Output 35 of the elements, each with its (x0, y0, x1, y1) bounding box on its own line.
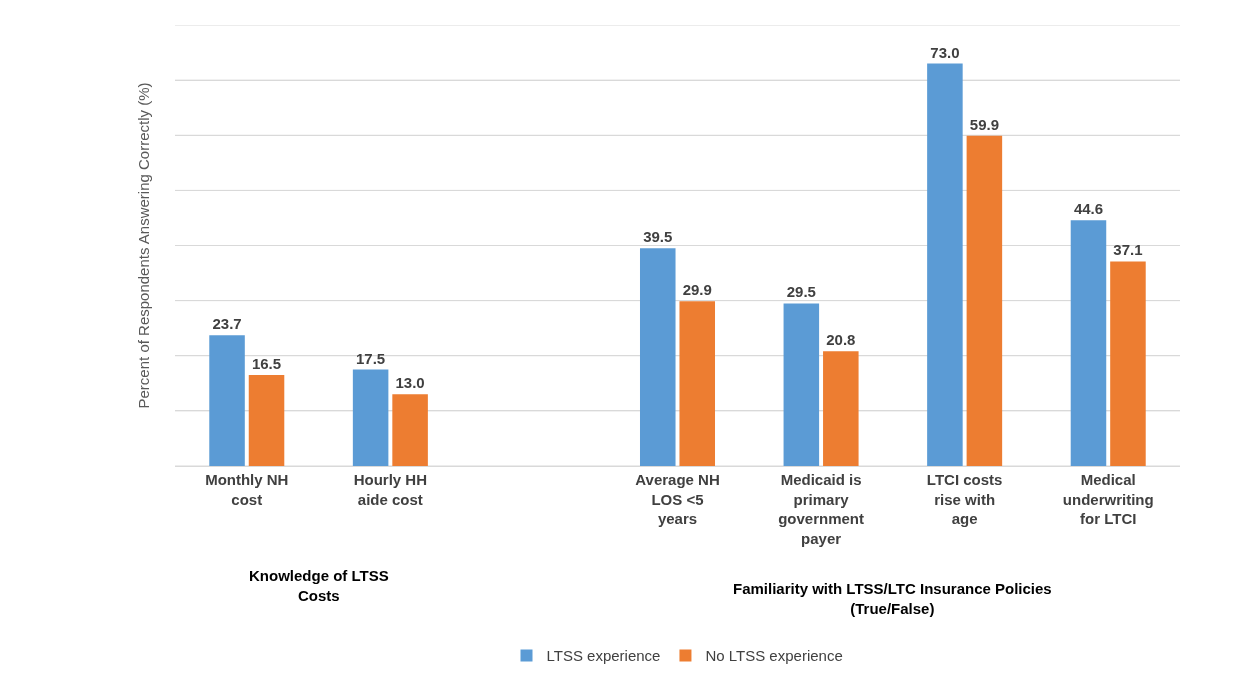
bar (1070, 220, 1107, 466)
data-label: 29.5 (786, 283, 816, 301)
data-label: 17.5 (356, 349, 386, 367)
data-label: 73.0 (930, 43, 960, 61)
data-label: 20.8 (826, 331, 856, 349)
data-label: 39.5 (643, 228, 673, 246)
bar (679, 301, 716, 466)
x-tick-label: Medicaid is primary government payer (778, 471, 864, 547)
bar (966, 135, 1003, 466)
bar (248, 375, 285, 466)
bar (209, 335, 245, 466)
data-label: 59.9 (969, 115, 999, 133)
bar (783, 303, 820, 466)
text: Familiarity with LTSS/LTC Insurance Policies (True/False) (733, 580, 1052, 617)
bar (1110, 261, 1146, 466)
data-label: 37.1 (1113, 241, 1143, 259)
legend-label: No LTSS experience (705, 647, 843, 665)
bar (823, 351, 859, 466)
data-label: 29.9 (682, 281, 712, 299)
text: Knowledge of LTSS Costs (249, 567, 389, 604)
x-tick-label: LTCI costs rise with age (926, 471, 1003, 527)
data-label: 44.6 (1073, 200, 1104, 218)
bar (927, 63, 963, 466)
bar (392, 394, 428, 466)
bar (639, 248, 676, 466)
x-tick-label: Monthly NH cost (205, 471, 289, 508)
data-label: 16.5 (251, 355, 282, 373)
data-label: 13.0 (395, 374, 425, 392)
legend-label: LTSS experience (546, 647, 661, 665)
x-tick-label: Medical underwriting for LTCI (1062, 471, 1154, 527)
y-axis-title: Percent of Respondents Answering Correctly (%) (135, 82, 153, 409)
x-tick-label: Average NH LOS <5 years (635, 471, 720, 527)
data-label: 23.7 (212, 315, 242, 333)
bar (352, 369, 389, 466)
x-tick-label: Hourly HH aide cost (353, 471, 428, 508)
